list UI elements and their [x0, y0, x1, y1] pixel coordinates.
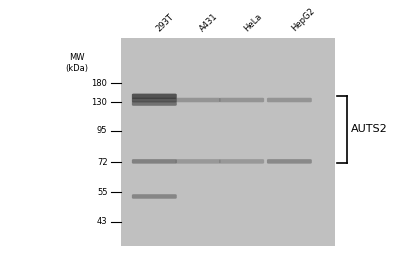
Text: 72: 72 — [97, 158, 108, 167]
Text: 130: 130 — [92, 98, 108, 107]
FancyBboxPatch shape — [267, 159, 312, 164]
Text: HepG2: HepG2 — [289, 6, 316, 33]
FancyBboxPatch shape — [219, 159, 264, 164]
Text: MW
(kDa): MW (kDa) — [65, 53, 88, 73]
FancyBboxPatch shape — [132, 98, 177, 102]
FancyBboxPatch shape — [219, 98, 264, 102]
Text: HeLa: HeLa — [242, 12, 263, 33]
FancyBboxPatch shape — [176, 98, 220, 102]
Text: A431: A431 — [198, 11, 220, 33]
FancyBboxPatch shape — [132, 94, 177, 99]
Text: AUTS2: AUTS2 — [351, 124, 388, 134]
FancyBboxPatch shape — [267, 98, 312, 102]
FancyBboxPatch shape — [176, 159, 220, 164]
Bar — [120, 38, 335, 246]
FancyBboxPatch shape — [132, 159, 177, 164]
FancyBboxPatch shape — [132, 194, 177, 199]
Text: 55: 55 — [97, 188, 108, 197]
Text: 293T: 293T — [154, 12, 176, 33]
Text: 43: 43 — [97, 217, 108, 226]
Text: 180: 180 — [92, 79, 108, 88]
Text: 95: 95 — [97, 126, 108, 135]
FancyBboxPatch shape — [132, 101, 177, 106]
